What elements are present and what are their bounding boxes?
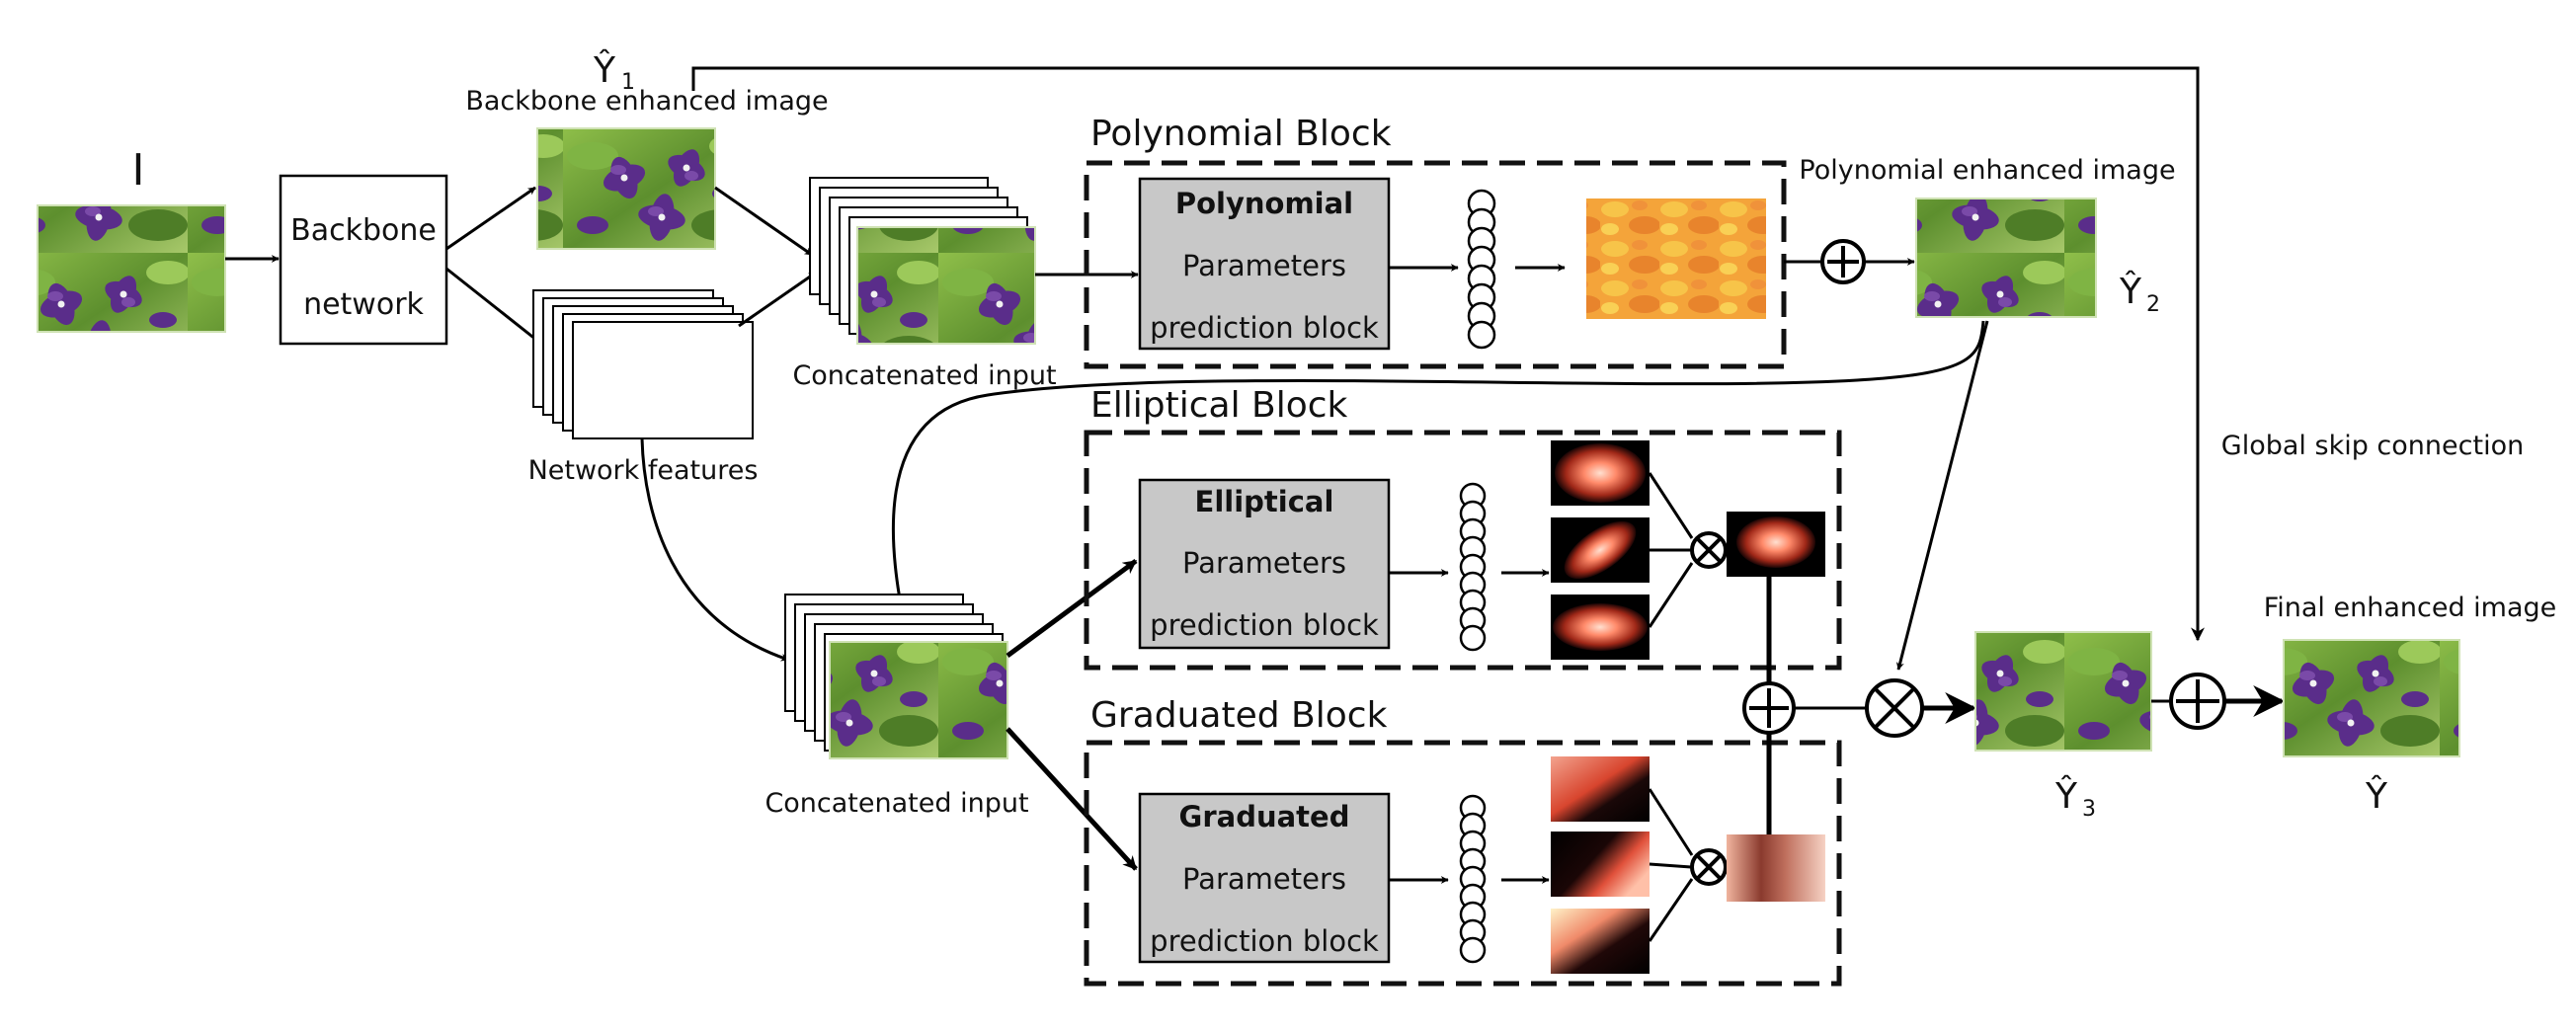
graduated-combined-map <box>1727 834 1825 902</box>
y2-caption: Polynomial enhanced image <box>1799 155 2175 186</box>
graduated-block-title: Graduated Block <box>1090 695 1388 736</box>
y3-symbol: Ŷ 3 <box>2054 774 2096 822</box>
network-features-stack <box>532 289 754 439</box>
graduated-box-line2: Parameters <box>1182 862 1346 896</box>
graduated-filter-maps <box>1551 756 1650 974</box>
polynomial-box-line3: prediction block <box>1150 311 1379 345</box>
filters-add-operator <box>1742 681 1796 735</box>
input-label: I <box>132 145 145 196</box>
final-symbol: Ŷ <box>2365 774 2388 817</box>
concat-top-caption: Concatenated input <box>792 360 1056 391</box>
y1-symbol: Ŷ 1 <box>593 48 635 95</box>
elliptical-box-line2: Parameters <box>1182 546 1346 580</box>
polynomial-add-operator <box>1820 239 1866 284</box>
final-add-operator <box>2169 673 2226 730</box>
polynomial-box-bold: Polynomial <box>1175 187 1353 220</box>
y3-image <box>1974 631 2152 752</box>
concatenated-input-bottom-stack <box>784 594 1008 759</box>
polynomial-box-line2: Parameters <box>1182 249 1346 282</box>
elliptical-multiply-operator <box>1690 531 1728 569</box>
concat-bottom-caption: Concatenated input <box>765 788 1028 819</box>
polynomial-enhanced-image <box>1915 198 2097 318</box>
global-skip-caption: Global skip connection <box>2221 431 2524 461</box>
svg-text:Ŷ: Ŷ <box>2054 774 2078 817</box>
polynomial-params-box <box>1138 177 1391 351</box>
graduated-neuron-column <box>1459 794 1487 964</box>
backbone-line2: network <box>303 287 424 322</box>
filters-multiply-operator <box>1865 678 1924 738</box>
svg-text:Ŷ: Ŷ <box>2119 270 2142 312</box>
elliptical-neuron-column <box>1459 482 1487 652</box>
final-enhanced-image <box>2283 639 2460 757</box>
elliptical-filter-maps <box>1551 440 1650 660</box>
y2-to-concat-bottom-curve <box>891 320 1985 636</box>
elliptical-block-title: Elliptical Block <box>1090 385 1348 426</box>
concatenated-input-top-stack <box>809 177 1036 345</box>
backbone-enhanced-image <box>536 127 716 250</box>
graduated-block-border <box>1084 740 1842 987</box>
backbone-network-box <box>279 174 448 346</box>
input-image <box>37 204 226 333</box>
y1-caption: Backbone enhanced image <box>465 86 828 117</box>
elliptical-block-border <box>1084 430 1842 671</box>
svg-text:1: 1 <box>621 70 635 95</box>
graduated-box-line3: prediction block <box>1150 924 1379 958</box>
svg-text:Ŷ: Ŷ <box>593 48 616 91</box>
polynomial-block-title: Polynomial Block <box>1090 114 1392 154</box>
y2-to-multiply-line <box>1895 320 1989 671</box>
graduated-multiply-operator <box>1690 848 1728 886</box>
svg-text:3: 3 <box>2082 797 2096 822</box>
svg-text:2: 2 <box>2146 292 2160 317</box>
elliptical-params-box <box>1138 478 1391 650</box>
polynomial-filter-map <box>1586 198 1766 319</box>
backbone-line1: Backbone <box>290 213 437 248</box>
elliptical-box-bold: Elliptical <box>1195 485 1334 518</box>
final-caption: Final enhanced image <box>2264 593 2557 623</box>
graduated-params-box <box>1138 792 1391 964</box>
y2-symbol: Ŷ 2 <box>2119 270 2160 317</box>
polynomial-block-border <box>1084 160 1787 369</box>
global-skip-path <box>691 66 2205 642</box>
polynomial-neuron-column <box>1467 189 1496 350</box>
graduated-box-bold: Graduated <box>1179 800 1350 833</box>
elliptical-box-line3: prediction block <box>1150 608 1379 642</box>
